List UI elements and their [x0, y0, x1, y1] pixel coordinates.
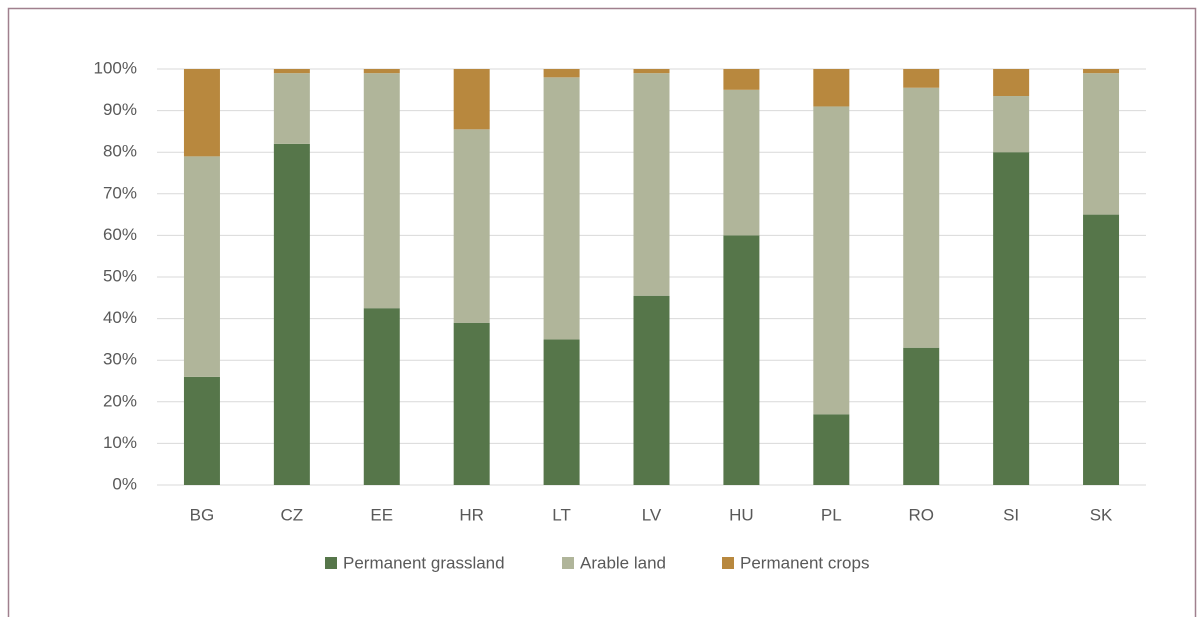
y-tick-label: 90%	[103, 100, 137, 119]
bar-segment	[813, 414, 850, 485]
x-tick-label: HU	[729, 505, 754, 524]
bar-segment	[1083, 214, 1120, 485]
bar-segment	[183, 156, 220, 377]
bar-segment	[453, 129, 490, 323]
legend-label: Permanent crops	[740, 553, 869, 572]
legend-label: Arable land	[580, 553, 666, 572]
bar-segment	[723, 89, 760, 236]
y-tick-label: 70%	[103, 183, 137, 202]
bar-segment	[903, 87, 940, 348]
bar-segment	[453, 69, 490, 130]
x-tick-label: RO	[908, 505, 934, 524]
bar-segment	[723, 69, 760, 90]
bar-segment	[363, 73, 400, 309]
legend-swatch	[722, 557, 734, 569]
y-tick-label: 10%	[103, 433, 137, 452]
y-tick-label: 20%	[103, 391, 137, 410]
frame	[7, 7, 1197, 617]
y-tick-label: 80%	[103, 142, 137, 161]
y-tick-label: 0%	[112, 474, 137, 493]
bar-segment	[1083, 73, 1120, 215]
x-tick-label: BG	[190, 505, 215, 524]
x-tick-label: HR	[459, 505, 484, 524]
bar-segment	[993, 96, 1030, 153]
bar-segment	[903, 347, 940, 485]
bar-segment	[543, 77, 580, 340]
bar-segment	[273, 143, 310, 485]
y-tick-label: 40%	[103, 308, 137, 327]
bar-segment	[633, 73, 670, 296]
bar-segment	[993, 69, 1030, 97]
x-tick-label: SI	[1003, 505, 1019, 524]
bar-segment	[633, 295, 670, 485]
y-tick-label: 100%	[94, 58, 137, 77]
x-tick-label: CZ	[281, 505, 304, 524]
bar-segment	[183, 69, 220, 157]
bar-segment	[273, 69, 310, 74]
bar-segment	[453, 322, 490, 485]
bar-segment	[723, 235, 760, 485]
y-tick-label: 60%	[103, 225, 137, 244]
bar-segment	[363, 308, 400, 485]
y-tick-label: 50%	[103, 266, 137, 285]
bar-segment	[363, 69, 400, 74]
y-tick-label: 30%	[103, 350, 137, 369]
bar-segment	[813, 69, 850, 107]
bar-segment	[633, 69, 670, 74]
bar-segment	[183, 376, 220, 485]
bar-segment	[543, 339, 580, 485]
x-tick-label: SK	[1090, 505, 1113, 524]
bar-segment	[1083, 69, 1120, 74]
x-tick-label: EE	[370, 505, 393, 524]
x-tick-label: LV	[642, 505, 662, 524]
bar-segment	[993, 152, 1030, 485]
legend-label: Permanent grassland	[343, 553, 505, 572]
bar-segment	[543, 69, 580, 78]
legend-swatch	[562, 557, 574, 569]
bar-segment	[273, 73, 310, 144]
x-tick-label: LT	[552, 505, 571, 524]
x-tick-label: PL	[821, 505, 842, 524]
legend-swatch	[325, 557, 337, 569]
bar-segment	[813, 106, 850, 415]
bar-segment	[903, 69, 940, 88]
